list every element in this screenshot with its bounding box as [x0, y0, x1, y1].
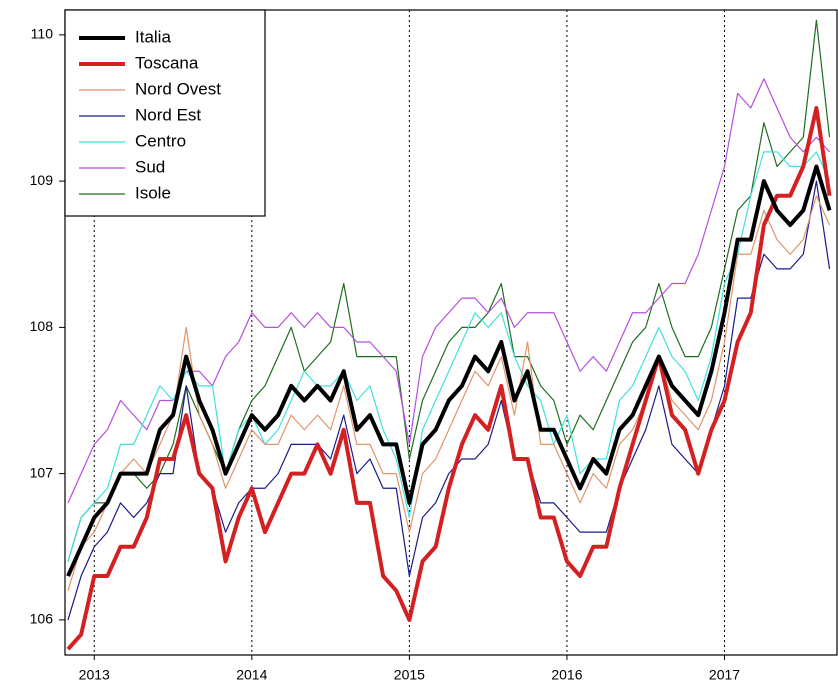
- series-line: [66, 105, 832, 651]
- series-line: [67, 195, 831, 591]
- y-tick-label: 109: [30, 172, 54, 188]
- legend-label: Centro: [135, 131, 186, 150]
- legend-box: [64, 9, 266, 217]
- plot-frame: [64, 9, 838, 656]
- x-tick-label: 2014: [236, 667, 267, 683]
- y-tick-label: 107: [30, 464, 54, 480]
- x-tick-label: 2013: [79, 667, 110, 683]
- series-line: [66, 164, 832, 577]
- legend-label: Nord Ovest: [135, 79, 221, 98]
- series-line: [67, 19, 831, 562]
- legend-label: Italia: [135, 27, 171, 46]
- legend-label: Sud: [135, 157, 165, 176]
- axes: 106 107 108 109 110 2013 2014 2015 2016 2017: [30, 26, 741, 683]
- legend-label: Isole: [135, 183, 171, 202]
- x-tick-label: 2017: [709, 667, 740, 683]
- lines: [66, 19, 832, 651]
- legend: Italia Toscana Nord Ovest Nord Est Centro Sud…: [64, 9, 266, 217]
- y-tick-label: 106: [30, 611, 54, 627]
- x-tick-label: 2015: [394, 667, 425, 683]
- legend-label: Nord Est: [135, 105, 201, 124]
- legend-label: Toscana: [135, 53, 199, 72]
- y-tick-label: 110: [31, 26, 54, 42]
- series-line: [67, 78, 830, 504]
- y-tick-label: 108: [30, 318, 54, 334]
- x-tick-label: 2016: [551, 667, 582, 683]
